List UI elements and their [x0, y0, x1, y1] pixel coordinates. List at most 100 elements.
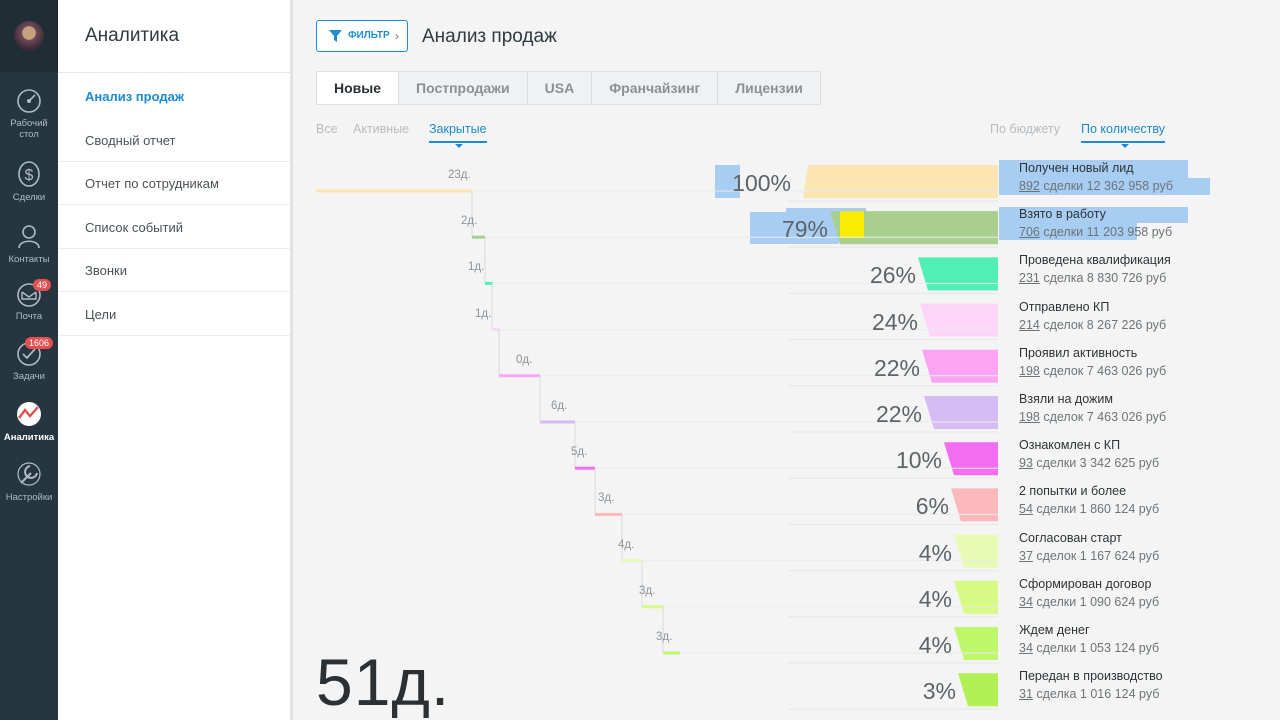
stage-deal-summary: сделок 1 167 624 руб	[1032, 548, 1160, 563]
duration-step	[540, 420, 575, 424]
sidebar-title: Аналитика	[85, 25, 180, 46]
stage-deal-count-link[interactable]: 31	[1019, 687, 1033, 702]
stage-percent: 4%	[918, 539, 952, 566]
stage-deal-summary: сделок 8 267 226 руб	[1039, 317, 1167, 332]
duration-step	[642, 605, 663, 609]
tab[interactable]: Постпродажи	[399, 72, 528, 104]
stage-deal-count-link[interactable]: 93	[1019, 456, 1033, 471]
stage-deal-count-link[interactable]: 706	[1019, 225, 1040, 240]
stage-stats: 198 сделок 7 463 026 руб	[1019, 410, 1166, 424]
view-filter[interactable]: По бюджету	[990, 122, 1060, 136]
duration-step	[663, 651, 680, 655]
stage-deal-count-link[interactable]: 34	[1019, 641, 1033, 655]
tab[interactable]: Новые	[317, 72, 400, 104]
selection-highlight	[786, 208, 866, 214]
stage-deal-count-link[interactable]: 54	[1019, 502, 1033, 517]
stage-deal-count-link[interactable]: 231	[1019, 271, 1040, 286]
stage-deal-count-link[interactable]: 37	[1019, 548, 1033, 563]
notification-badge: 49	[33, 279, 52, 291]
duration-step	[575, 466, 595, 470]
sidebar-divider	[58, 72, 290, 73]
stage-name: Ознакомлен с КП	[1019, 438, 1121, 453]
view-filter[interactable]: По количеству	[1081, 122, 1166, 143]
stage-deal-count-link[interactable]: 892	[1019, 179, 1040, 193]
settings-icon	[0, 460, 58, 488]
tab[interactable]: Франчайзинг	[592, 72, 719, 104]
status-filter[interactable]: Активные	[353, 122, 410, 136]
stage-deal-count-link[interactable]: 198	[1019, 363, 1040, 378]
sidebar-item[interactable]: Анализ продаж	[85, 89, 185, 104]
stage-deal-summary: сделки 1 860 124 руб	[1032, 502, 1160, 517]
funnel-bar	[803, 165, 998, 198]
status-filter[interactable]: Все	[316, 122, 338, 136]
duration-step	[499, 374, 540, 378]
stage-duration: 3д.	[656, 631, 673, 643]
active-indicator-icon	[455, 144, 463, 148]
stage-deal-summary: сделки 1 090 624 руб	[1032, 594, 1160, 609]
nav-item-contacts[interactable]: Контакты	[0, 222, 58, 265]
stage-name: Передан в производство	[1019, 669, 1163, 684]
funnel-bar	[954, 627, 998, 660]
stage-deal-count-link[interactable]: 214	[1019, 317, 1040, 332]
stage-deal-summary: сделка 1 016 124 руб	[1032, 687, 1160, 702]
stage-stats: 37 сделок 1 167 624 руб	[1019, 549, 1159, 563]
funnel-bar	[954, 580, 998, 614]
dashboard-icon	[0, 88, 58, 114]
nav-item-tasks[interactable]: Задачи 1606	[0, 337, 58, 382]
stage-percent: 24%	[871, 308, 918, 335]
stage-percent: 22%	[873, 354, 920, 381]
funnel-bar	[944, 442, 998, 476]
funnel-bar	[954, 534, 998, 568]
mail-icon	[0, 283, 58, 307]
nav-item-dollar[interactable]: $ Сделки	[0, 160, 58, 203]
stage-deal-summary: сделки 1 053 124 руб	[1032, 641, 1160, 655]
status-filter[interactable]: Закрытые	[429, 122, 487, 143]
stage-deal-summary: сделок 7 463 026 руб	[1039, 410, 1167, 424]
stage-duration: 1д.	[475, 307, 492, 320]
filter-button[interactable]: ФИЛЬТР ›	[316, 20, 408, 52]
stage-name: Проявил активность	[1019, 345, 1138, 360]
nav-item-analytics[interactable]: Аналитика	[0, 400, 58, 443]
analytics-icon	[0, 400, 58, 428]
duration-step	[485, 281, 493, 285]
stage-percent: 4%	[918, 585, 952, 612]
stage-deal-count-link[interactable]: 34	[1019, 594, 1033, 609]
chevron-right-icon: ›	[395, 29, 399, 43]
panel-divider	[290, 0, 293, 720]
nav-item-label: Задачи	[13, 371, 45, 382]
stage-stats: 706 сделки 11 203 958 руб	[1019, 225, 1172, 239]
stage-deal-count-link[interactable]: 198	[1019, 410, 1040, 424]
sidebar-item[interactable]: Список событий	[58, 206, 290, 249]
dollar-icon: $	[0, 160, 58, 188]
funnel-bar	[922, 349, 998, 383]
tab[interactable]: Лицензии	[735, 80, 803, 96]
duration-step	[492, 328, 500, 332]
tab[interactable]: USA	[528, 72, 593, 104]
duration-step	[622, 559, 642, 563]
stage-name: Взято в работу	[1019, 207, 1106, 222]
sidebar-item[interactable]: Звонки	[58, 249, 290, 293]
stage-duration: 3д.	[639, 584, 656, 597]
stage-stats: 892 сделки 12 362 958 руб	[1019, 179, 1173, 193]
sidebar-item[interactable]: Отчет по сотрудникам	[58, 162, 290, 206]
stage-percent: 79%	[781, 216, 828, 243]
contacts-icon	[0, 222, 58, 250]
stage-deal-summary: сделки 3 342 625 руб	[1032, 456, 1160, 471]
nav-item-settings[interactable]: Настройки	[0, 460, 58, 503]
page-title: Анализ продаж	[422, 26, 557, 47]
sidebar-item[interactable]: Сводный отчет	[58, 119, 290, 162]
funnel-bar	[951, 488, 998, 522]
stage-stats: 198 сделок 7 463 026 руб	[1019, 364, 1166, 378]
stage-percent: 3%	[922, 678, 956, 705]
nav-item-label: Сделки	[12, 192, 46, 203]
nav-item-mail[interactable]: Почта 49	[0, 279, 58, 322]
nav-item-dashboard[interactable]: Рабочий стол	[0, 88, 58, 140]
pipeline-tabs: Новые Постпродажи USA Франчайзинг Лицензии	[316, 71, 821, 105]
funnel-bar-highlight	[840, 211, 864, 239]
user-avatar[interactable]	[14, 21, 44, 51]
sidebar-item[interactable]: Цели	[58, 293, 290, 336]
filter-button-label: ФИЛЬТР	[348, 30, 390, 41]
nav-item-label: Настройки	[5, 492, 53, 503]
funnel-bar	[924, 396, 998, 429]
funnel-icon	[329, 30, 342, 42]
